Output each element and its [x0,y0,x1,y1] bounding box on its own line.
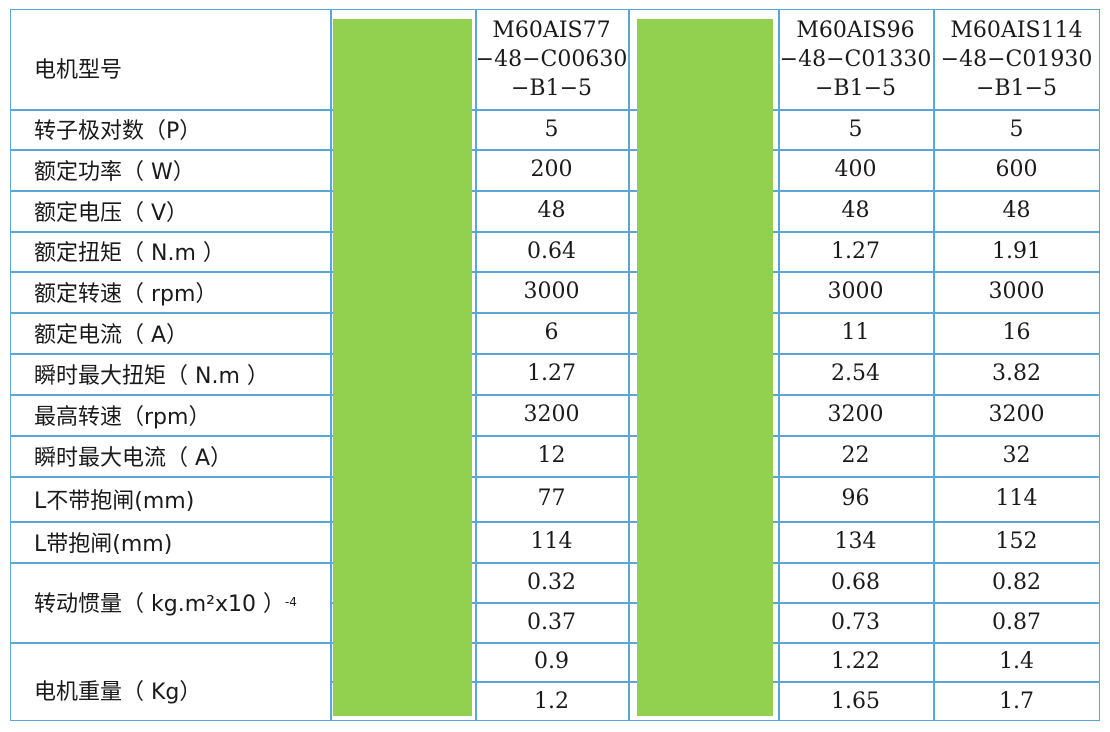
row-value: 400 [834,157,877,182]
row-value: 48 [1002,198,1031,223]
model-name: M60AIS96 −48−C01330 −B1−5 [779,17,932,101]
row-label: 额定扭矩（ N.m ） [34,241,225,266]
row-value: 3000 [988,279,1045,304]
row-label: 额定功率（ W） [34,159,195,185]
row-value: 1.91 [992,238,1041,264]
row-divider [10,109,1100,111]
row-value: 11 [841,320,870,345]
row-value: 3.82 [992,361,1041,386]
row-divider [10,353,1100,355]
row-label: 额定电流（ A） [34,322,189,348]
redaction-block-left [333,19,472,716]
row-divider [10,562,1100,564]
row-label: 最高转速（rpm） [34,404,211,430]
model-name: M60AIS77 −48−C00630 −B1−5 [475,17,628,101]
inertia-label: 转动惯量（ kg.m²x10 ） -4 [10,562,354,642]
row-divider [10,231,1100,233]
redaction-block-right [637,19,773,716]
column-divider [475,9,477,721]
row-value: 48 [537,198,566,223]
row-value: 134 [834,529,877,554]
row-value: 1.27 [527,361,576,386]
row-value: 48 [841,198,870,223]
row-value: 5 [848,116,863,142]
weight-value: 1.22 [831,649,880,674]
row-value: 600 [995,157,1038,182]
row-divider [10,642,1100,644]
row-divider [10,149,1100,151]
header-label: 电机型号 [34,58,123,83]
row-value: 6 [544,320,559,345]
row-value: 0.64 [527,238,576,264]
row-label: 瞬时最大电流（ A） [34,445,233,471]
row-divider [10,521,1100,523]
row-value: 152 [995,529,1038,554]
weight-label: 电机重量（ Kg） [34,679,202,705]
row-divider [10,476,1100,478]
row-divider [10,312,1100,314]
model-name: M60AIS114 −48−C01930 −B1−5 [940,17,1093,101]
row-label: 瞬时最大扭矩（ N.m ） [34,363,269,389]
column-divider [778,9,780,721]
row-divider [10,435,1100,437]
row-value: 3200 [523,402,580,427]
row-divider [10,271,1100,273]
row-value: 3200 [988,402,1045,427]
row-value: 114 [530,529,573,554]
row-label: L带抱闸(mm) [34,531,173,557]
column-divider [933,9,935,721]
inertia-value: 0.68 [831,569,880,595]
column-divider [330,9,332,721]
inertia-exponent: -4 [284,595,297,609]
row-divider [10,394,1100,396]
row-value: 12 [537,443,566,468]
weight-value: 1.4 [999,649,1034,674]
row-label: 额定转速（ rpm） [34,281,218,307]
row-value: 114 [995,486,1038,511]
row-label: 额定电压（ V） [34,200,189,226]
row-value: 77 [537,486,566,511]
row-value: 22 [841,443,870,468]
row-label: L不带抱闸(mm) [34,488,195,514]
inertia-value: 0.37 [527,609,576,635]
row-value: 3000 [523,279,580,304]
column-divider [628,9,630,721]
row-value: 3000 [827,279,884,304]
inertia-value: 0.87 [992,609,1041,635]
row-value: 200 [530,157,573,182]
inertia-value: 0.82 [992,569,1041,595]
row-value: 32 [1002,443,1031,468]
row-value: 2.54 [831,361,880,386]
weight-value: 1.65 [831,688,880,714]
inertia-label-text: 转动惯量（ kg.m²x10 ） [34,592,285,617]
row-value: 5 [544,116,559,142]
inertia-value: 0.73 [831,609,880,635]
row-value: 96 [841,486,870,511]
weight-value: 1.2 [534,688,569,714]
weight-value: 0.9 [534,649,569,674]
row-value: 1.27 [831,238,880,264]
row-value: 16 [1002,320,1031,345]
row-value: 5 [1009,116,1024,142]
row-label: 转子极对数（P） [34,119,202,144]
weight-value: 1.7 [999,688,1034,714]
row-value: 3200 [827,402,884,427]
row-divider [10,190,1100,192]
inertia-value: 0.32 [527,569,576,595]
spec-table [10,9,1100,721]
